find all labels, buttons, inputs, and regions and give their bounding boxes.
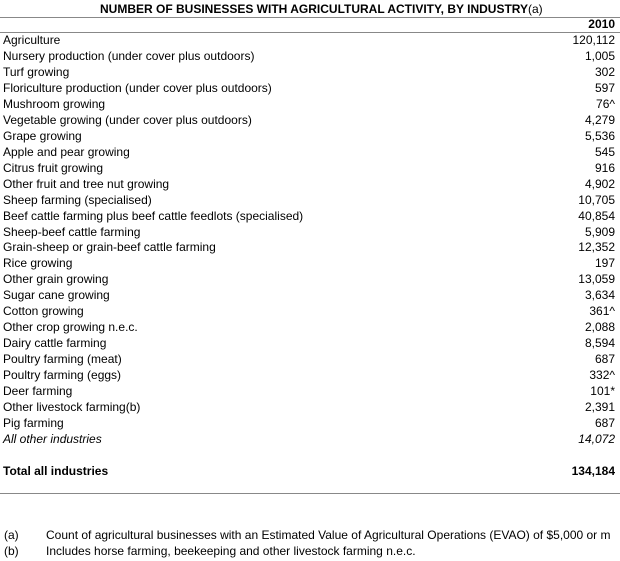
row-label: Poultry farming (meat) [3, 352, 122, 367]
row-value: 5,909 [584, 224, 615, 239]
row-label: Deer farming [3, 384, 73, 399]
row-label: Other livestock farming(b) [3, 400, 141, 415]
row-label: All other industries [3, 432, 102, 446]
row-value: 4,279 [584, 112, 615, 127]
row-value: 101* [590, 384, 615, 399]
row-label: Agriculture [3, 33, 61, 47]
row-value: 2,088 [584, 320, 615, 335]
row-label: Turf growing [3, 64, 70, 79]
title-note: (a) [528, 2, 543, 16]
rule [0, 32, 620, 33]
row-value: 1,005 [584, 48, 615, 63]
row-value: 916 [594, 160, 615, 175]
row-value: 8,594 [584, 336, 615, 351]
total-value: 134,184 [571, 464, 615, 478]
row-value: 361^ [589, 304, 615, 319]
row-label: Other crop growing n.e.c. [3, 320, 138, 335]
row-label: Poultry farming (eggs) [3, 368, 122, 383]
row-value: 13,059 [578, 272, 615, 287]
rule [0, 17, 620, 18]
row-label: Mushroom growing [3, 96, 106, 111]
footnote-mark: (b) [4, 544, 19, 558]
row-value: 3,634 [584, 288, 615, 303]
row-label: Sheep-beef cattle farming [3, 224, 141, 239]
row-label: Sheep farming (specialised) [3, 192, 152, 207]
row-value: 12,352 [578, 240, 615, 255]
title: NUMBER OF BUSINESSES WITH AGRICULTURAL A… [100, 2, 543, 16]
row-label: Sugar cane growing [3, 288, 110, 303]
footnote-mark: (a) [4, 528, 19, 542]
row-label: Other fruit and tree nut growing [3, 176, 170, 191]
row-label: Vegetable growing (under cover plus outd… [3, 112, 252, 127]
row-value: 597 [594, 80, 615, 95]
row-value: 687 [594, 416, 615, 431]
row-label: Nursery production (under cover plus out… [3, 48, 255, 63]
row-value: 302 [594, 64, 615, 79]
row-label: Apple and pear growing [3, 144, 130, 159]
row-value: 5,536 [584, 128, 615, 143]
total-label: Total all industries [3, 464, 109, 478]
row-label: Cotton growing [3, 304, 84, 319]
row-label: Citrus fruit growing [3, 160, 104, 175]
row-value: 545 [594, 144, 615, 159]
rule [0, 493, 620, 494]
footnote-text: Count of agricultural businesses with an… [46, 528, 611, 542]
row-label: Pig farming [3, 416, 64, 431]
row-value: 76^ [596, 96, 615, 111]
footnote-text: Includes horse farming, beekeeping and o… [46, 544, 416, 558]
row-label: Rice growing [3, 256, 73, 271]
row-label: Dairy cattle farming [3, 336, 107, 351]
row-value: 4,902 [584, 176, 615, 191]
row-value: 10,705 [578, 192, 615, 207]
row-label: Floriculture production (under cover plu… [3, 80, 272, 95]
title-text: NUMBER OF BUSINESSES WITH AGRICULTURAL A… [100, 2, 529, 16]
row-value: 197 [594, 256, 615, 271]
column-header: 2010 [588, 17, 615, 31]
row-label: Other grain growing [3, 272, 109, 287]
row-value: 2,391 [584, 400, 615, 415]
row-label: Beef cattle farming plus beef cattle fee… [3, 208, 304, 223]
row-value: 687 [594, 352, 615, 367]
row-label: Grain-sheep or grain-beef cattle farming [3, 240, 216, 255]
row-label: Grape growing [3, 128, 82, 143]
row-value: 14,072 [578, 432, 615, 446]
row-value: 120,112 [572, 33, 616, 47]
row-value: 332^ [589, 368, 615, 383]
row-value: 40,854 [578, 208, 615, 223]
